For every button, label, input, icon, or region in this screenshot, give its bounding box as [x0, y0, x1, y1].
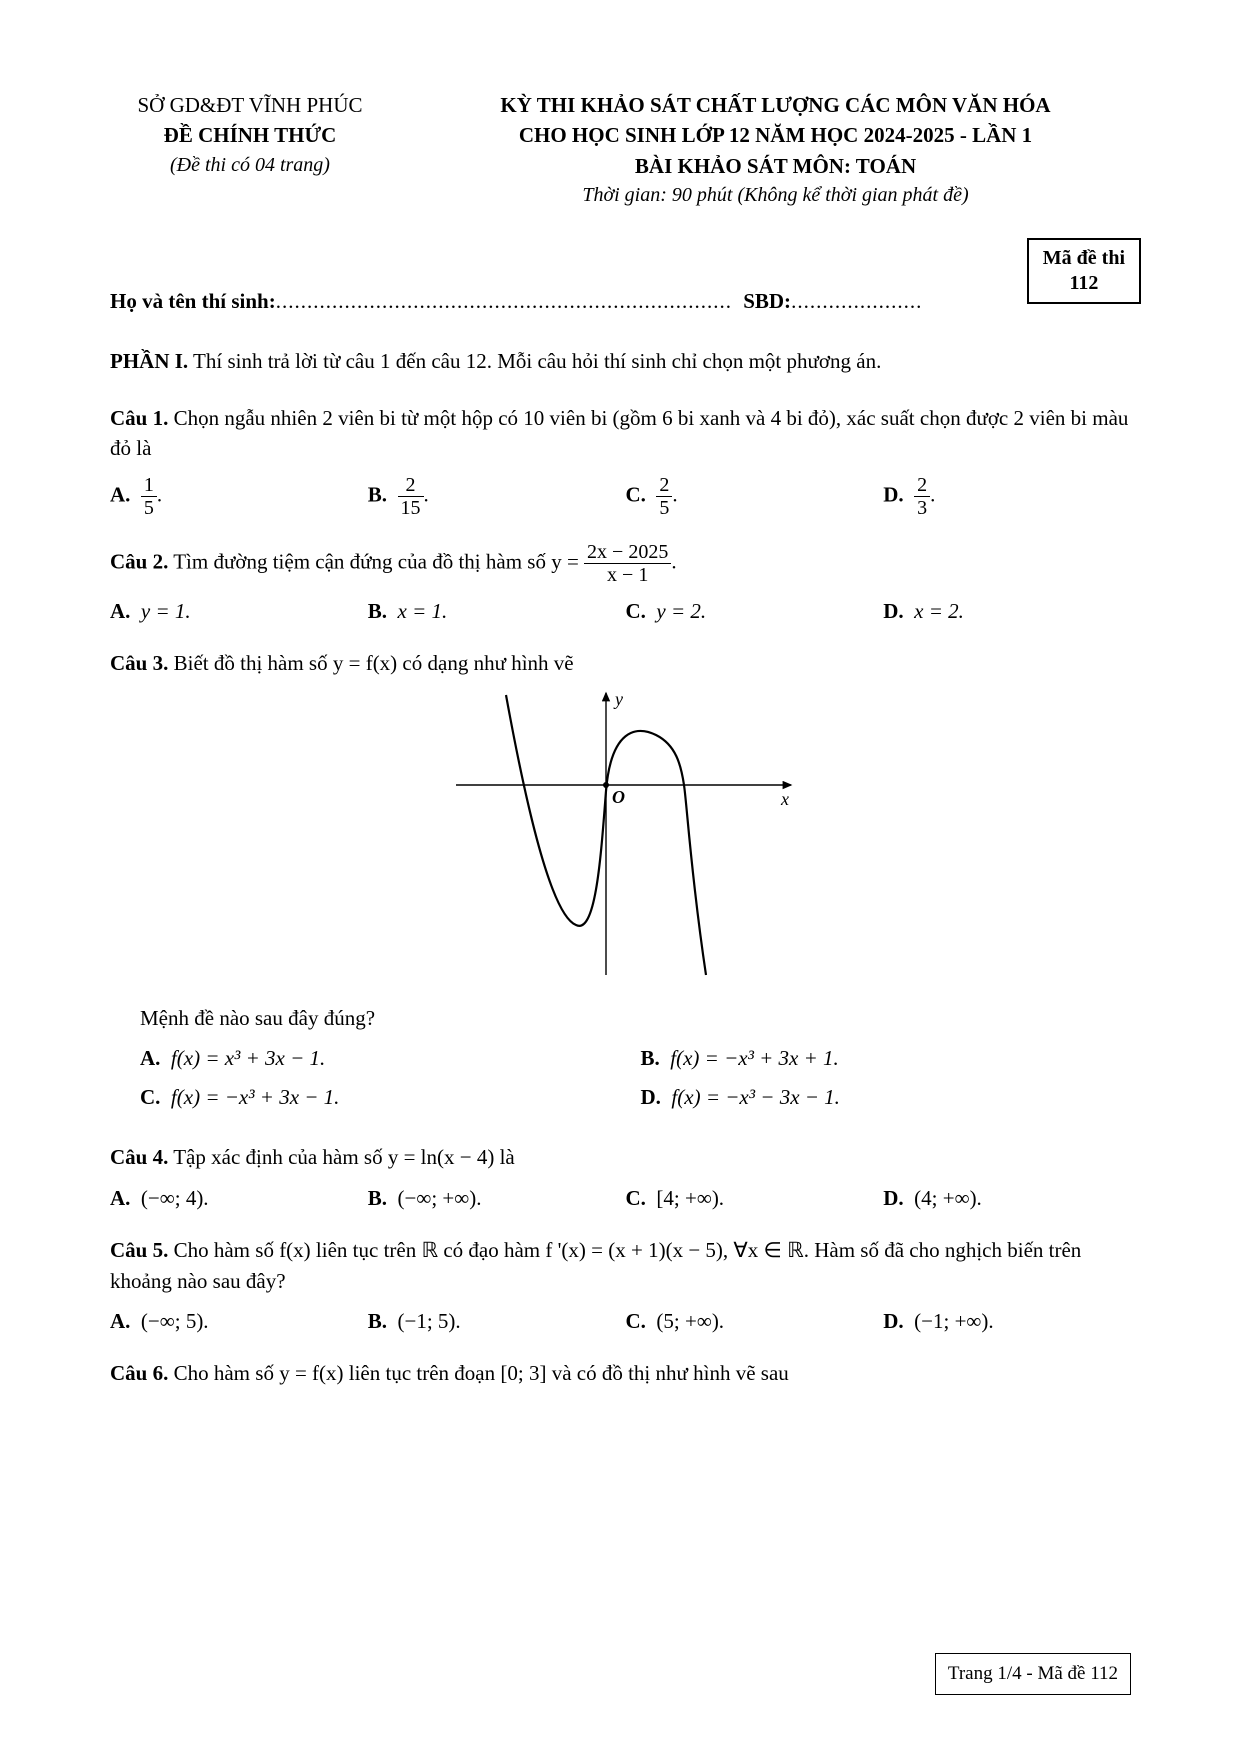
- header-left: SỞ GD&ĐT VĨNH PHÚC ĐỀ CHÍNH THỨC (Đề thi…: [110, 90, 390, 210]
- q1-opt-b: B. 215.: [368, 474, 626, 519]
- q5-opt-d: D. (−1; +∞).: [883, 1306, 1141, 1336]
- q6-text: Cho hàm số y = f(x) liên tục trên đoạn […: [168, 1361, 788, 1385]
- name-dots: ........................................…: [276, 289, 732, 313]
- exam-code-box: Mã đề thi 112: [1027, 238, 1141, 304]
- q5-opt-a: A. (−∞; 5).: [110, 1306, 368, 1336]
- q3-graph: y x O: [110, 685, 1141, 993]
- q4-opt-b: B. (−∞; +∞).: [368, 1183, 626, 1213]
- q2-label: Câu 2.: [110, 549, 168, 573]
- opt-d-label: D.: [883, 482, 903, 506]
- opt-c-label: C.: [626, 482, 646, 506]
- question-2: Câu 2. Tìm đường tiệm cận đứng của đồ th…: [110, 541, 1141, 626]
- q1-label: Câu 1.: [110, 406, 168, 430]
- q1-b-frac: 215: [398, 474, 424, 519]
- opt-a-label: A.: [110, 482, 130, 506]
- exam-duration: Thời gian: 90 phút (Không kể thời gian p…: [410, 181, 1141, 210]
- code-value: 112: [1043, 271, 1125, 296]
- name-label: Họ và tên thí sinh:: [110, 289, 276, 313]
- q2-opt-d: D. x = 2.: [883, 596, 1141, 626]
- q4-opt-c: C. [4; +∞).: [626, 1183, 884, 1213]
- q5-label: Câu 5.: [110, 1238, 168, 1262]
- question-4: Câu 4. Tập xác định của hàm số y = ln(x …: [110, 1142, 1141, 1213]
- section-1-text: Thí sinh trả lời từ câu 1 đến câu 12. Mỗ…: [193, 349, 881, 373]
- q4-options: A. (−∞; 4). B. (−∞; +∞). C. [4; +∞). D. …: [110, 1183, 1141, 1213]
- code-label: Mã đề thi: [1043, 246, 1125, 271]
- svg-text:y: y: [613, 689, 623, 709]
- q6-label: Câu 6.: [110, 1361, 168, 1385]
- q2-opt-b: B. x = 1.: [368, 596, 626, 626]
- q3-options: A. f(x) = x³ + 3x − 1. B. f(x) = −x³ + 3…: [140, 1043, 1141, 1120]
- svg-text:O: O: [612, 787, 625, 807]
- exam-title-1: KỲ THI KHẢO SÁT CHẤT LƯỢNG CÁC MÔN VĂN H…: [410, 90, 1141, 120]
- q5-text: Cho hàm số f(x) liên tục trên ℝ có đạo h…: [110, 1238, 1081, 1292]
- candidate-info-row: Họ và tên thí sinh:.....................…: [110, 250, 1141, 316]
- q1-d-frac: 23: [914, 474, 930, 519]
- q2-text-pre: Tìm đường tiệm cận đứng của đồ thị hàm s…: [168, 549, 584, 573]
- question-5: Câu 5. Cho hàm số f(x) liên tục trên ℝ c…: [110, 1235, 1141, 1336]
- q1-options: A. 15. B. 215. C. 25. D. 23.: [110, 474, 1141, 519]
- q3-opt-b: B. f(x) = −x³ + 3x + 1.: [641, 1043, 1142, 1073]
- svg-text:x: x: [780, 789, 789, 809]
- q1-opt-c: C. 25.: [626, 474, 884, 519]
- q3-label: Câu 3.: [110, 651, 168, 675]
- q1-a-frac: 15: [141, 474, 157, 519]
- header-right: KỲ THI KHẢO SÁT CHẤT LƯỢNG CÁC MÔN VĂN H…: [410, 90, 1141, 210]
- section-1-label: PHẦN I.: [110, 349, 188, 373]
- q2-opt-c: C. y = 2.: [626, 596, 884, 626]
- q2-frac: 2x − 2025x − 1: [584, 541, 671, 586]
- q1-text: Chọn ngẫu nhiên 2 viên bi từ một hộp có …: [110, 406, 1128, 460]
- q3-opt-c: C. f(x) = −x³ + 3x − 1.: [140, 1082, 641, 1112]
- page-footer: Trang 1/4 - Mã đề 112: [935, 1653, 1131, 1695]
- exam-title-2: CHO HỌC SINH LỚP 12 NĂM HỌC 2024-2025 - …: [410, 120, 1141, 150]
- opt-b-label: B.: [368, 482, 387, 506]
- sbd-dots: .....................: [791, 289, 922, 313]
- q2-text-post: .: [671, 549, 676, 573]
- q3-opt-a: A. f(x) = x³ + 3x − 1.: [140, 1043, 641, 1073]
- q4-text: Tập xác định của hàm số y = ln(x − 4) là: [168, 1145, 514, 1169]
- q3-text: Biết đồ thị hàm số y = f(x) có dạng như …: [168, 651, 573, 675]
- exam-header: SỞ GD&ĐT VĨNH PHÚC ĐỀ CHÍNH THỨC (Đề thi…: [110, 90, 1141, 210]
- q1-c-frac: 25: [656, 474, 672, 519]
- q1-opt-a: A. 15.: [110, 474, 368, 519]
- cubic-graph-svg: y x O: [446, 685, 806, 985]
- q4-opt-d: D. (4; +∞).: [883, 1183, 1141, 1213]
- pages-line: (Đề thi có 04 trang): [110, 151, 390, 180]
- q1-opt-d: D. 23.: [883, 474, 1141, 519]
- section-1-intro: PHẦN I. Thí sinh trả lời từ câu 1 đến câ…: [110, 346, 1141, 376]
- q5-options: A. (−∞; 5). B. (−1; 5). C. (5; +∞). D. (…: [110, 1306, 1141, 1336]
- dept-line: SỞ GD&ĐT VĨNH PHÚC: [110, 90, 390, 120]
- exam-subject: BÀI KHẢO SÁT MÔN: TOÁN: [410, 151, 1141, 181]
- q3-prompt: Mệnh đề nào sau đây đúng?: [140, 1003, 1141, 1033]
- name-line: Họ và tên thí sinh:.....................…: [110, 286, 997, 316]
- question-6: Câu 6. Cho hàm số y = f(x) liên tục trên…: [110, 1358, 1141, 1388]
- q5-opt-b: B. (−1; 5).: [368, 1306, 626, 1336]
- q3-opt-d: D. f(x) = −x³ − 3x − 1.: [641, 1082, 1142, 1112]
- question-1: Câu 1. Chọn ngẫu nhiên 2 viên bi từ một …: [110, 403, 1141, 519]
- q4-opt-a: A. (−∞; 4).: [110, 1183, 368, 1213]
- question-3: Câu 3. Biết đồ thị hàm số y = f(x) có dạ…: [110, 648, 1141, 1120]
- sbd-label: SBD:: [743, 289, 791, 313]
- q2-opt-a: A. y = 1.: [110, 596, 368, 626]
- official-line: ĐỀ CHÍNH THỨC: [110, 120, 390, 150]
- q2-options: A. y = 1. B. x = 1. C. y = 2. D. x = 2.: [110, 596, 1141, 626]
- q4-label: Câu 4.: [110, 1145, 168, 1169]
- q5-opt-c: C. (5; +∞).: [626, 1306, 884, 1336]
